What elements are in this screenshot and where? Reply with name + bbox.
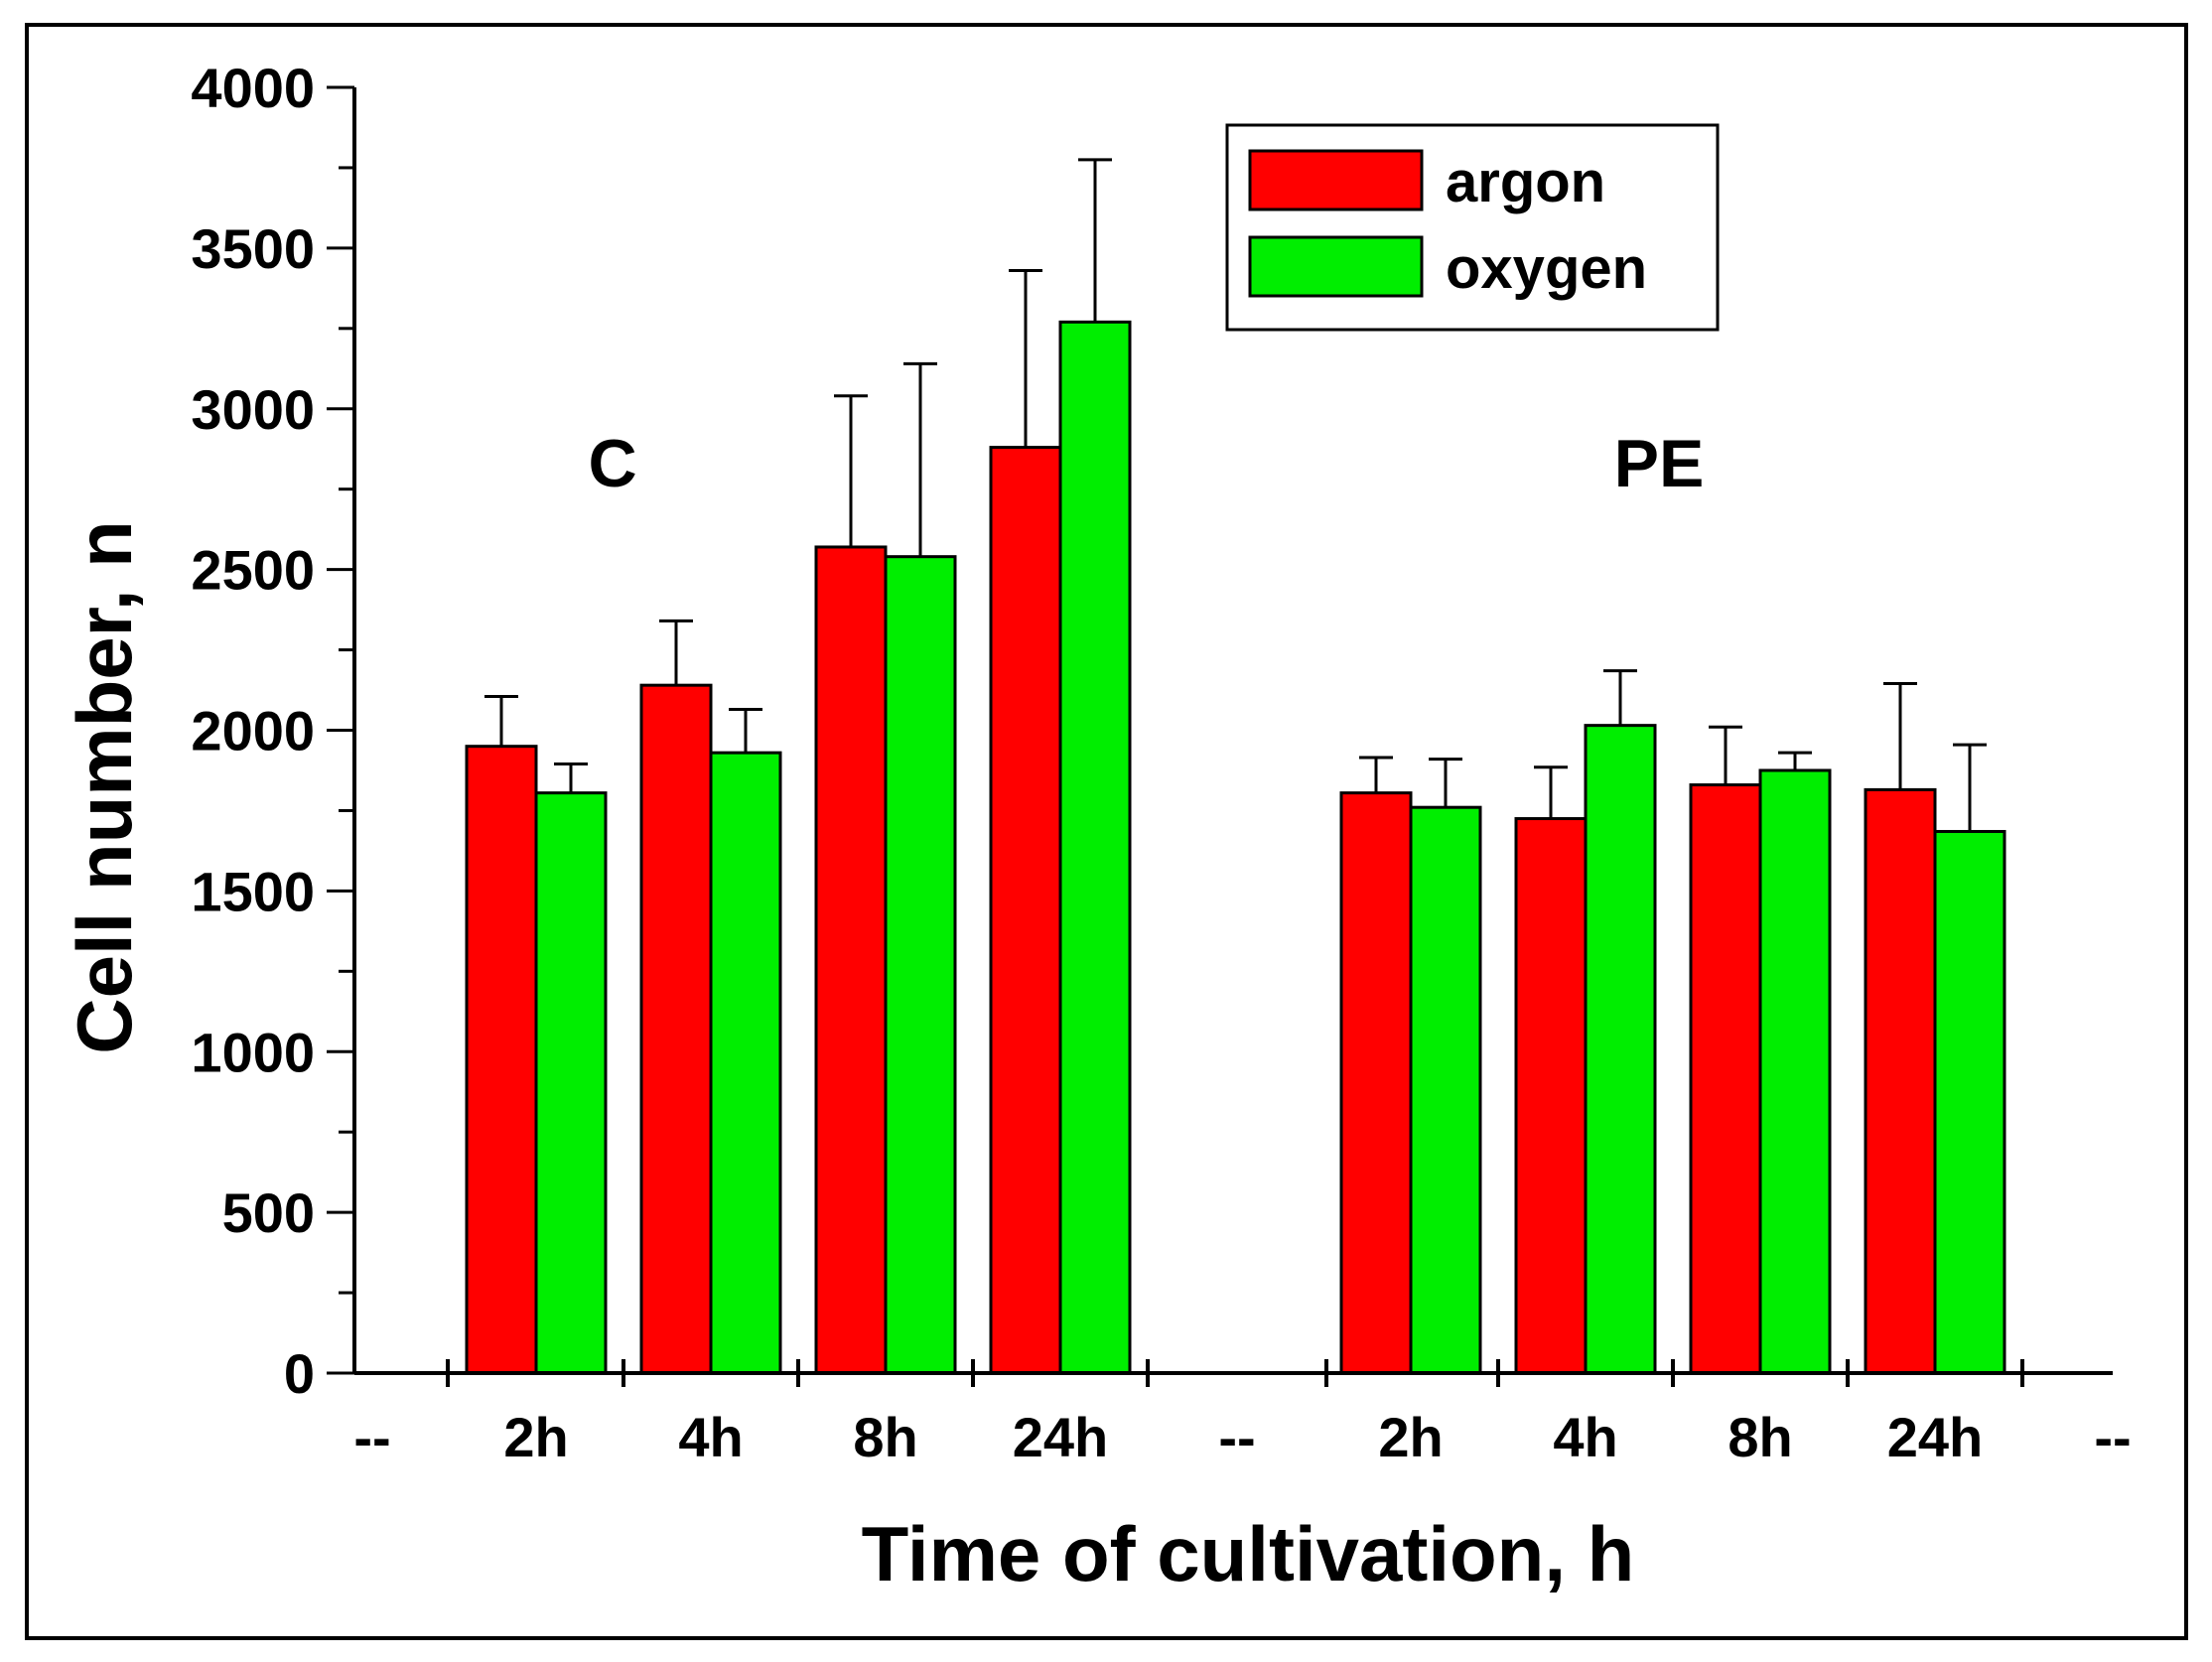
x-tick-label: 4h: [1553, 1406, 1617, 1468]
x-axis-title: Time of cultivation, h: [862, 1510, 1635, 1597]
x-tick-label: --: [2094, 1406, 2131, 1468]
y-tick-label: 0: [284, 1342, 315, 1405]
x-tick-label: 8h: [1728, 1406, 1792, 1468]
y-tick-label: 1500: [191, 860, 315, 922]
bar-oxygen: [1409, 805, 1482, 1375]
y-tick-label: 2000: [191, 700, 315, 762]
legend-label-oxygen: oxygen: [1446, 236, 1647, 301]
group-label-pe: PE: [1614, 426, 1705, 501]
bar-argon: [1514, 817, 1588, 1375]
group-label-c: C: [588, 426, 636, 501]
x-tick-label: 4h: [678, 1406, 743, 1468]
x-tick-label: 8h: [853, 1406, 917, 1468]
x-tick-label: 24h: [1887, 1406, 1984, 1468]
bars-layer: [465, 158, 2006, 1375]
y-tick-label: 1000: [191, 1021, 315, 1083]
bar-argon: [1339, 791, 1413, 1375]
legend-label-argon: argon: [1446, 150, 1605, 214]
x-tick-label: --: [1218, 1406, 1255, 1468]
bar-oxygen: [884, 555, 957, 1375]
bar-argon: [989, 446, 1062, 1375]
x-tick-label: 24h: [1013, 1406, 1109, 1468]
x-tick-label: --: [353, 1406, 390, 1468]
bar-argon: [814, 545, 888, 1375]
bar-argon: [465, 745, 538, 1375]
bar-oxygen: [1584, 724, 1657, 1375]
bar-oxygen: [709, 751, 782, 1375]
legend-swatch-oxygen: [1248, 235, 1424, 298]
bar-argon: [639, 683, 713, 1375]
axes-layer: 0 500 1000 1500 2000 2500 3000 3500 4000 -- 2h 4h 8h…: [191, 57, 2131, 1468]
legend: argon oxygen: [1225, 123, 1720, 332]
bar-oxygen: [1933, 829, 2006, 1375]
y-tick-label: 500: [222, 1181, 315, 1244]
y-tick-label: 3500: [191, 217, 315, 280]
bar-oxygen: [1058, 320, 1132, 1375]
bar-argon: [1864, 787, 1937, 1375]
y-axis-title: Cell number, n: [61, 520, 148, 1053]
y-tick-label: 2500: [191, 539, 315, 602]
y-tick-label: 4000: [191, 57, 315, 119]
x-tick-label: 2h: [503, 1406, 568, 1468]
bar-oxygen: [534, 791, 608, 1375]
legend-swatch-argon: [1248, 149, 1424, 211]
x-tick-label: 2h: [1378, 1406, 1443, 1468]
bar-argon: [1689, 783, 1762, 1375]
y-tick-label: 3000: [191, 378, 315, 441]
bar-oxygen: [1758, 768, 1832, 1375]
